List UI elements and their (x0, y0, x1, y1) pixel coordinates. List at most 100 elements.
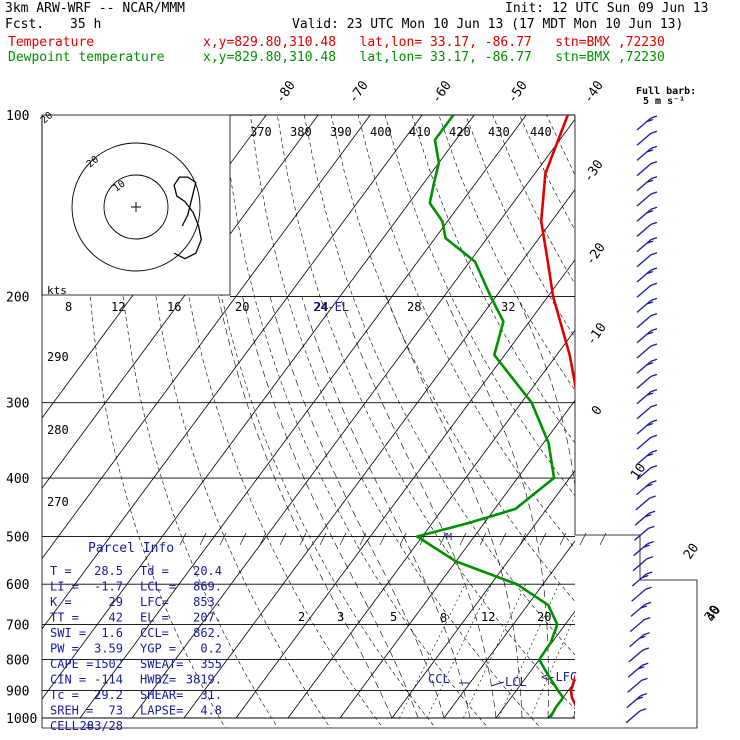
wind-barb-staff (636, 421, 652, 435)
tick-mark (459, 532, 467, 546)
wind-barb (633, 540, 654, 557)
parcel-value: 31. (200, 688, 222, 702)
wind-barb-staff (636, 375, 652, 389)
wind-barb-staff (629, 619, 645, 633)
wind-barb-staff (625, 710, 641, 724)
wind-barb (629, 632, 650, 648)
parcel-label: T = (50, 564, 72, 578)
wind-barb-flag (646, 483, 653, 487)
mixing-ratio-label: 5 (390, 610, 397, 624)
isotherm-line (42, 115, 423, 630)
wind-barb (636, 206, 658, 222)
wind-barb-flag (640, 605, 648, 609)
wind-barb-staff (627, 679, 642, 693)
theta-e-label: 400 (370, 125, 392, 139)
dry-adiabat-line (411, 115, 575, 444)
dry-adiabat-line (114, 115, 279, 728)
wind-barb-staff (633, 543, 649, 557)
wind-barb (636, 236, 658, 253)
tick-mark (499, 532, 507, 546)
wind-barb (636, 419, 658, 435)
parcel-row: T = 28.5 Td = 20.4 (50, 564, 222, 578)
plot-lower-border (42, 534, 698, 729)
tick-mark (299, 532, 307, 546)
dry-adiabat-line (330, 115, 575, 602)
wind-barb-staff (636, 223, 652, 237)
wind-barb (632, 556, 654, 572)
wind-barb-flag (650, 145, 658, 150)
mixing-ratio-label: 2 (298, 610, 305, 624)
dry-adiabat-line (627, 115, 740, 731)
temp-tick-label: 20 (681, 541, 702, 562)
isotherm-line (42, 115, 475, 700)
tick-mark (179, 532, 187, 546)
isotherm-line (547, 680, 575, 719)
wind-barb-staff (636, 330, 652, 344)
speed-tick-label: 16 (167, 300, 181, 314)
wind-barb-flag (644, 601, 652, 606)
mixing-ratio-line (498, 584, 560, 719)
isotherm-line (391, 470, 575, 719)
wind-barb-flag (650, 328, 658, 332)
wind-barb-flag (645, 586, 652, 590)
wind-barb-flag (650, 388, 658, 393)
pressure-tick-label: 300 (6, 397, 29, 412)
parcel-value: 4.8 (200, 704, 222, 718)
isotherm-line (42, 115, 267, 419)
wind-barb (636, 312, 658, 329)
wind-barb (636, 297, 658, 313)
wind-barb (628, 647, 650, 663)
wind-barb-flag (650, 480, 657, 484)
tick-mark (199, 532, 207, 546)
parcel-row: SREH = 73 LAPSE= 4.8 (50, 704, 222, 718)
parcel-value: 28.5 (94, 564, 123, 578)
wind-barb-staff (636, 315, 652, 329)
speed-tick-label: 28 (407, 300, 421, 314)
parcel-label: SREH = (50, 704, 93, 718)
parcel-row: SWI = 1.6 CCL= 862. (50, 626, 222, 640)
dry-adiabat-line (277, 115, 575, 710)
speed-tick-label: 12 (111, 300, 125, 314)
wind-barb-flag (650, 160, 658, 165)
wind-barb (636, 145, 658, 161)
hodograph-kts-label: kts (47, 284, 67, 297)
dry-adiabat-line (681, 115, 740, 731)
wind-barb (636, 434, 658, 450)
wind-barb-staff (634, 512, 650, 526)
tick-mark (359, 532, 367, 546)
parcel-label: CIN = (50, 673, 86, 687)
parcel-row: PW = 3.59 YGP = 0.2 (50, 642, 222, 656)
parcel-value: 3819. (186, 673, 222, 687)
speed-tick-label: 20 (235, 300, 249, 314)
wind-barb-staff (636, 269, 652, 283)
wind-barb-staff (636, 163, 652, 177)
wind-barb-staff (636, 239, 652, 253)
wind-barb-staff (629, 634, 645, 648)
tick-mark (519, 532, 527, 546)
theta-label: 280 (47, 423, 69, 437)
wind-barb (636, 130, 658, 146)
parcel-label: CCL= (140, 626, 169, 640)
moist-adiabat-line (600, 297, 622, 719)
forecast-hour: 35 h (70, 17, 102, 32)
wind-barb-staff (636, 467, 652, 481)
wind-barb-staff (636, 178, 652, 192)
parcel-label: Td = (140, 564, 169, 578)
moist-adiabat-line (269, 296, 445, 719)
wind-barb-flag (639, 635, 646, 639)
wind-barb-staff (636, 391, 652, 405)
wind-barb (636, 373, 658, 389)
isotherm-line (235, 259, 575, 719)
wind-barb (636, 328, 658, 344)
isotherm-line (704, 115, 740, 718)
wind-barb-staff (633, 527, 649, 541)
hodograph-ring (71, 142, 201, 272)
wind-barb-flag (646, 331, 654, 335)
wind-barb-staff (636, 193, 652, 207)
wind-barb-flag (650, 252, 658, 256)
tick-mark (319, 532, 327, 546)
wind-barb-flag (646, 301, 654, 305)
parcel-value: 283/28 (80, 719, 123, 733)
pressure-tick-label: 600 (6, 578, 29, 593)
